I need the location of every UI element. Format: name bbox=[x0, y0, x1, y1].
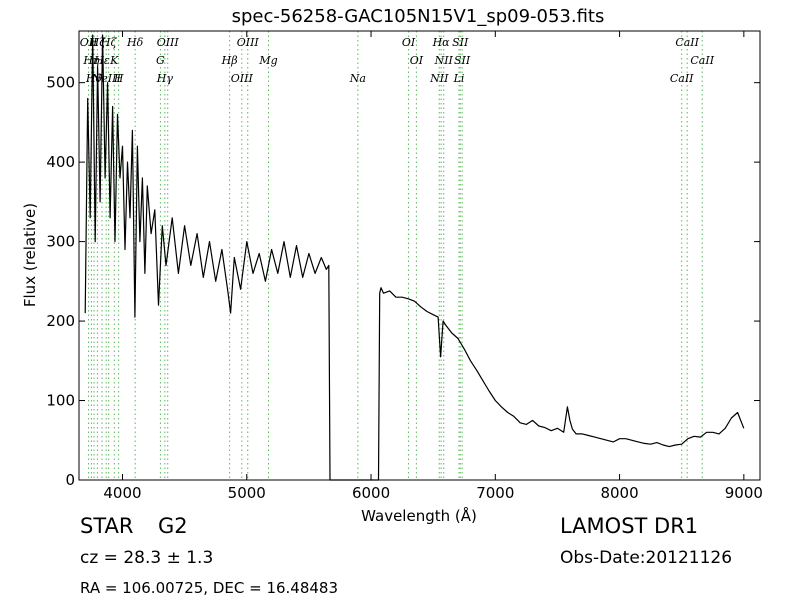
line-marker-label: OI bbox=[402, 36, 416, 49]
line-marker-labels: OIIHηHθHζHεNeIIIHζKHHδGHγOIIIHβOIIIOIIIM… bbox=[80, 36, 715, 85]
x-tick-label: 6000 bbox=[352, 484, 390, 502]
line-marker-label: Mg bbox=[258, 54, 277, 67]
class-label: STAR bbox=[80, 514, 134, 538]
chart-title: spec-56258-GAC105N15V1_sp09-053.fits bbox=[232, 6, 605, 27]
y-tick-label: 400 bbox=[46, 153, 75, 171]
line-marker-label: SII bbox=[452, 36, 469, 49]
plot-frame bbox=[78, 30, 761, 481]
line-marker-label: Na bbox=[349, 72, 366, 85]
line-marker-label: Hη bbox=[82, 54, 100, 67]
x-axis-label: Wavelength (Å) bbox=[361, 506, 477, 525]
line-marker-label: NII bbox=[429, 72, 449, 85]
spectrum-line bbox=[84, 34, 745, 481]
y-axis-label: Flux (relative) bbox=[21, 203, 39, 307]
y-tick-label: 300 bbox=[46, 233, 75, 251]
y-tick-label: 500 bbox=[46, 74, 75, 92]
line-marker-label: CaII bbox=[670, 72, 694, 85]
x-tick-label: 8000 bbox=[600, 484, 638, 502]
x-tick-label: 9000 bbox=[725, 484, 763, 502]
y-tick-label: 100 bbox=[46, 392, 75, 410]
coordinates: RA = 106.00725, DEC = 16.48483 bbox=[80, 579, 339, 597]
line-marker-label: SII bbox=[454, 54, 471, 67]
line-marker-label: Li bbox=[453, 72, 465, 85]
line-marker-label: H bbox=[113, 72, 124, 85]
line-marker-label: CaII bbox=[675, 36, 699, 49]
x-tick-label: 5000 bbox=[228, 484, 266, 502]
line-marker-label: CaII bbox=[690, 54, 714, 67]
subclass-label: G2 bbox=[158, 514, 188, 538]
line-marker-label: Hβ bbox=[221, 54, 238, 67]
line-marker-label: Hδ bbox=[126, 36, 144, 49]
x-tick-label: 4000 bbox=[103, 484, 141, 502]
line-markers bbox=[88, 31, 703, 480]
line-marker-label: Hγ bbox=[156, 72, 174, 85]
axis-ticks: 4000 5000 6000 7000 8000 9000 0 100 200 300 400 500 bbox=[46, 31, 763, 502]
line-marker-label: OIII bbox=[157, 36, 180, 49]
line-marker-label: OII bbox=[80, 36, 98, 49]
y-tick-label: 200 bbox=[46, 312, 75, 330]
line-marker-label: OI bbox=[410, 54, 424, 67]
cz-value: cz = 28.3 ± 1.3 bbox=[80, 548, 214, 568]
survey-label: LAMOST DR1 bbox=[560, 514, 699, 538]
line-marker-label: Hζ bbox=[100, 36, 118, 49]
line-marker-label: OIII bbox=[237, 36, 260, 49]
y-tick-label: 0 bbox=[65, 471, 75, 489]
line-marker-label: OIII bbox=[231, 72, 254, 85]
spectrum-series bbox=[84, 34, 745, 481]
line-marker-label: K bbox=[109, 54, 119, 67]
line-marker-label: G bbox=[156, 54, 165, 67]
x-tick-label: 7000 bbox=[476, 484, 514, 502]
line-marker-label: NII bbox=[434, 54, 454, 67]
line-marker-label: Hε bbox=[93, 54, 110, 67]
obs-date: Obs-Date:20121126 bbox=[560, 548, 733, 568]
line-marker-label: Hα bbox=[432, 36, 451, 49]
